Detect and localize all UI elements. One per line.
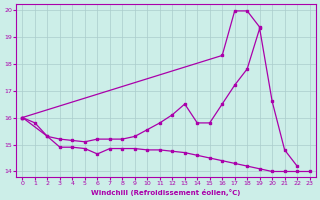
X-axis label: Windchill (Refroidissement éolien,°C): Windchill (Refroidissement éolien,°C) xyxy=(91,189,241,196)
